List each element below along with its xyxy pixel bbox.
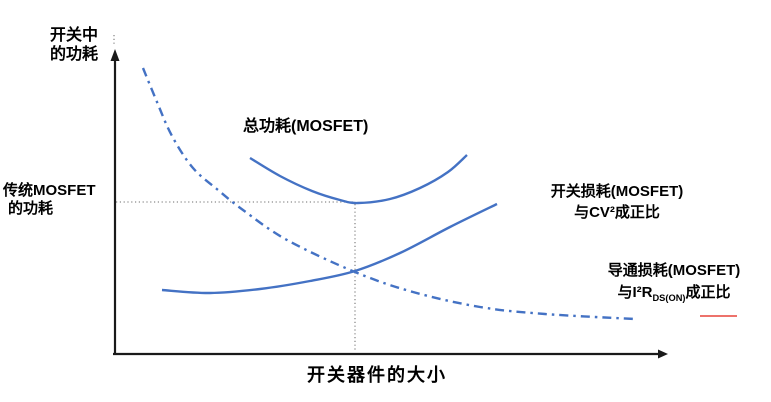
traditional-mosfet-label: 传统MOSFET 的功耗 xyxy=(3,182,96,218)
switching-loss-label-line1: 开关损耗(MOSFET) xyxy=(550,183,684,200)
y-axis-arrow-icon xyxy=(110,49,120,61)
conduction-loss-label-line1: 导通损耗(MOSFET) xyxy=(607,262,741,279)
conduction-formula-pre: 与I²R xyxy=(617,284,653,301)
switching-loss-label: 开关损耗(MOSFET) 与CV²成正比 xyxy=(528,181,706,223)
y-axis-label: 开关中 的功耗 xyxy=(38,26,110,64)
y-axis-label-line2: 的功耗 xyxy=(49,46,98,63)
conduction-formula-post: 成正比 xyxy=(685,284,731,301)
total-power-label: 总功耗(MOSFET) xyxy=(243,118,369,135)
x-axis-label: 开关器件的大小 xyxy=(307,365,447,385)
traditional-mosfet-label-line2: 的功耗 xyxy=(8,200,54,217)
switching-loss-label-line2: 与CV²成正比 xyxy=(574,204,660,221)
conduction-loss-label-line2: 与I²RDS(ON)成正比 xyxy=(578,282,770,309)
conduction-loss-label: 导通损耗(MOSFET) 与I²RDS(ON)成正比 xyxy=(578,260,770,309)
total-power-curve xyxy=(249,154,468,205)
conduction-loss-curve xyxy=(141,67,636,321)
traditional-mosfet-label-line1: 传统MOSFET xyxy=(3,182,96,199)
y-axis-label-line1: 开关中 xyxy=(49,27,98,44)
conduction-formula-subscript: DS(ON) xyxy=(652,293,686,303)
switching-loss-curve xyxy=(161,202,498,295)
x-axis-arrow-icon xyxy=(658,349,668,359)
